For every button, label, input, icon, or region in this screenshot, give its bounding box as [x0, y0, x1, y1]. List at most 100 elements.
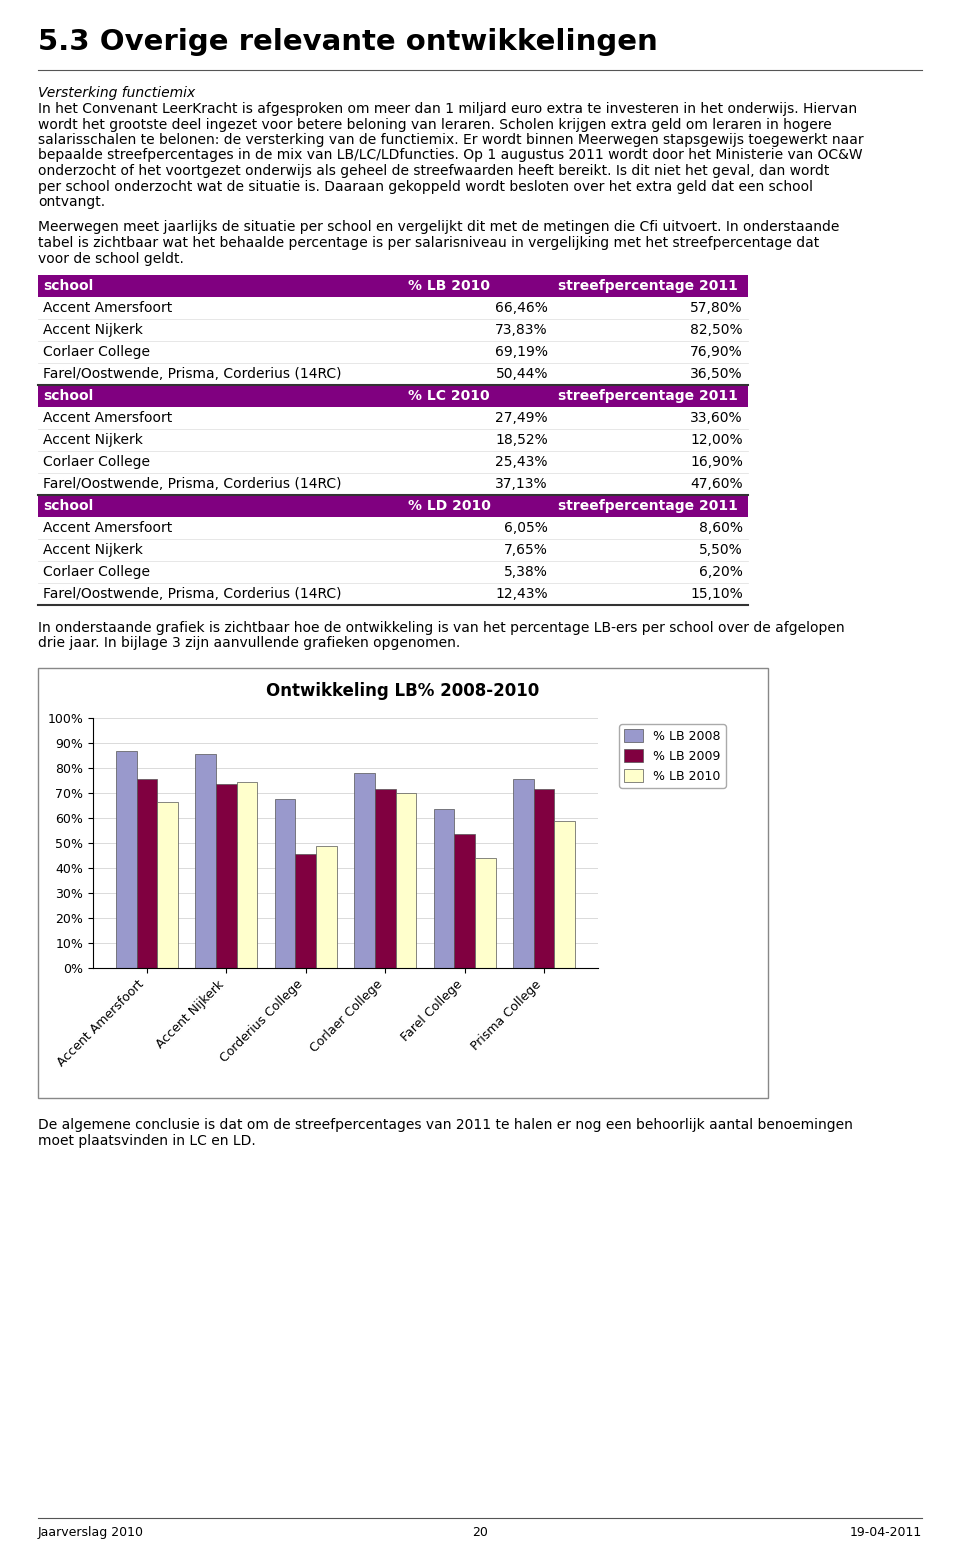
Text: bepaalde streefpercentages in de mix van LB/LC/LDfuncties. Op 1 augustus 2011 wo: bepaalde streefpercentages in de mix van…	[38, 149, 863, 162]
Text: streefpercentage 2011: streefpercentage 2011	[558, 388, 738, 404]
Bar	[354, 774, 375, 968]
Text: salarisschalen te belonen: de versterking van de functiemix. Er wordt binnen Mee: salarisschalen te belonen: de versterkin…	[38, 133, 864, 147]
Text: Meerwegen meet jaarlijks de situatie per school en vergelijkt dit met de metinge: Meerwegen meet jaarlijks de situatie per…	[38, 221, 839, 235]
Legend: % LB 2008, % LB 2009, % LB 2010: % LB 2008, % LB 2009, % LB 2010	[619, 724, 726, 787]
Bar	[237, 781, 257, 968]
Text: 8,60%: 8,60%	[699, 521, 743, 535]
Text: % LB 2010: % LB 2010	[408, 278, 490, 292]
Bar	[275, 800, 296, 968]
Bar	[38, 429, 748, 452]
Text: 6,05%: 6,05%	[504, 521, 548, 535]
Text: 76,90%: 76,90%	[690, 345, 743, 359]
Text: Accent Amersfoort: Accent Amersfoort	[43, 521, 172, 535]
Text: 18,52%: 18,52%	[495, 433, 548, 447]
Bar	[38, 385, 748, 407]
Text: In onderstaande grafiek is zichtbaar hoe de ontwikkeling is van het percentage L: In onderstaande grafiek is zichtbaar hoe…	[38, 620, 845, 634]
Text: 33,60%: 33,60%	[690, 412, 743, 425]
Bar	[316, 846, 337, 968]
Text: school: school	[43, 500, 93, 514]
Bar	[513, 780, 534, 968]
Text: 5,50%: 5,50%	[699, 543, 743, 557]
Bar	[116, 750, 136, 968]
Text: tabel is zichtbaar wat het behaalde percentage is per salarisniveau in vergelijk: tabel is zichtbaar wat het behaalde perc…	[38, 237, 819, 251]
Text: Accent Amersfoort: Accent Amersfoort	[43, 302, 172, 316]
Text: 66,46%: 66,46%	[495, 302, 548, 316]
Text: Accent Amersfoort: Accent Amersfoort	[43, 412, 172, 425]
Text: 7,65%: 7,65%	[504, 543, 548, 557]
Bar	[38, 517, 748, 538]
Text: 73,83%: 73,83%	[495, 323, 548, 337]
Text: 27,49%: 27,49%	[495, 412, 548, 425]
Bar	[157, 801, 178, 968]
Text: school: school	[43, 278, 93, 292]
Bar	[38, 495, 748, 517]
Text: 19-04-2011: 19-04-2011	[850, 1525, 922, 1539]
Bar	[38, 340, 748, 364]
Text: 15,10%: 15,10%	[690, 586, 743, 600]
Text: Accent Nijkerk: Accent Nijkerk	[43, 433, 143, 447]
Text: Farel/Oostwende, Prisma, Corderius (14RC): Farel/Oostwende, Prisma, Corderius (14RC…	[43, 476, 342, 490]
Text: 57,80%: 57,80%	[690, 302, 743, 316]
Bar	[38, 473, 748, 495]
Bar	[38, 583, 748, 605]
Text: Ontwikkeling LB% 2008-2010: Ontwikkeling LB% 2008-2010	[266, 682, 540, 699]
Bar	[434, 809, 454, 968]
Text: 5,38%: 5,38%	[504, 565, 548, 579]
Text: 37,13%: 37,13%	[495, 476, 548, 490]
Text: De algemene conclusie is dat om de streefpercentages van 2011 te halen er nog ee: De algemene conclusie is dat om de stree…	[38, 1118, 852, 1132]
Text: Corlaer College: Corlaer College	[43, 345, 150, 359]
Bar	[216, 784, 237, 968]
Text: % LC 2010: % LC 2010	[408, 388, 490, 404]
Bar	[38, 275, 748, 297]
Bar	[38, 319, 748, 340]
Bar	[196, 755, 216, 968]
Bar	[38, 297, 748, 319]
Text: Accent Nijkerk: Accent Nijkerk	[43, 543, 143, 557]
Text: 16,90%: 16,90%	[690, 455, 743, 469]
Bar	[136, 780, 157, 968]
Text: 12,00%: 12,00%	[690, 433, 743, 447]
Bar	[38, 538, 748, 562]
Text: Versterking functiemix: Versterking functiemix	[38, 87, 195, 101]
Bar	[375, 789, 396, 968]
Bar	[38, 364, 748, 385]
Text: % LD 2010: % LD 2010	[408, 500, 491, 514]
Text: onderzocht of het voortgezet onderwijs als geheel de streefwaarden heeft bereikt: onderzocht of het voortgezet onderwijs a…	[38, 164, 829, 178]
Text: voor de school geldt.: voor de school geldt.	[38, 252, 184, 266]
Bar	[296, 854, 316, 968]
Bar	[534, 789, 554, 968]
Text: streefpercentage 2011: streefpercentage 2011	[558, 278, 738, 292]
Text: Accent Nijkerk: Accent Nijkerk	[43, 323, 143, 337]
Text: 12,43%: 12,43%	[495, 586, 548, 600]
Text: Corlaer College: Corlaer College	[43, 455, 150, 469]
Text: 82,50%: 82,50%	[690, 323, 743, 337]
Text: 5.3 Overige relevante ontwikkelingen: 5.3 Overige relevante ontwikkelingen	[38, 28, 658, 56]
Text: moet plaatsvinden in LC en LD.: moet plaatsvinden in LC en LD.	[38, 1134, 255, 1148]
Text: 6,20%: 6,20%	[699, 565, 743, 579]
Text: ontvangt.: ontvangt.	[38, 195, 106, 209]
Text: per school onderzocht wat de situatie is. Daaraan gekoppeld wordt besloten over : per school onderzocht wat de situatie is…	[38, 179, 813, 193]
Bar	[554, 820, 575, 968]
Bar	[38, 668, 768, 1098]
Text: Farel/Oostwende, Prisma, Corderius (14RC): Farel/Oostwende, Prisma, Corderius (14RC…	[43, 367, 342, 381]
Text: drie jaar. In bijlage 3 zijn aanvullende grafieken opgenomen.: drie jaar. In bijlage 3 zijn aanvullende…	[38, 636, 460, 650]
Bar	[38, 452, 748, 473]
Text: Farel/Oostwende, Prisma, Corderius (14RC): Farel/Oostwende, Prisma, Corderius (14RC…	[43, 586, 342, 600]
Text: 25,43%: 25,43%	[495, 455, 548, 469]
Text: 69,19%: 69,19%	[495, 345, 548, 359]
Text: Jaarverslag 2010: Jaarverslag 2010	[38, 1525, 144, 1539]
Text: 20: 20	[472, 1525, 488, 1539]
Bar	[475, 859, 495, 968]
Text: school: school	[43, 388, 93, 404]
Text: wordt het grootste deel ingezet voor betere beloning van leraren. Scholen krijge: wordt het grootste deel ingezet voor bet…	[38, 118, 831, 131]
Bar	[38, 562, 748, 583]
Bar	[396, 794, 417, 968]
Text: In het Convenant LeerKracht is afgesproken om meer dan 1 miljard euro extra te i: In het Convenant LeerKracht is afgesprok…	[38, 102, 857, 116]
Text: 36,50%: 36,50%	[690, 367, 743, 381]
Bar	[454, 834, 475, 968]
Text: 47,60%: 47,60%	[690, 476, 743, 490]
Text: Corlaer College: Corlaer College	[43, 565, 150, 579]
Bar	[38, 407, 748, 429]
Text: 50,44%: 50,44%	[495, 367, 548, 381]
Text: streefpercentage 2011: streefpercentage 2011	[558, 500, 738, 514]
